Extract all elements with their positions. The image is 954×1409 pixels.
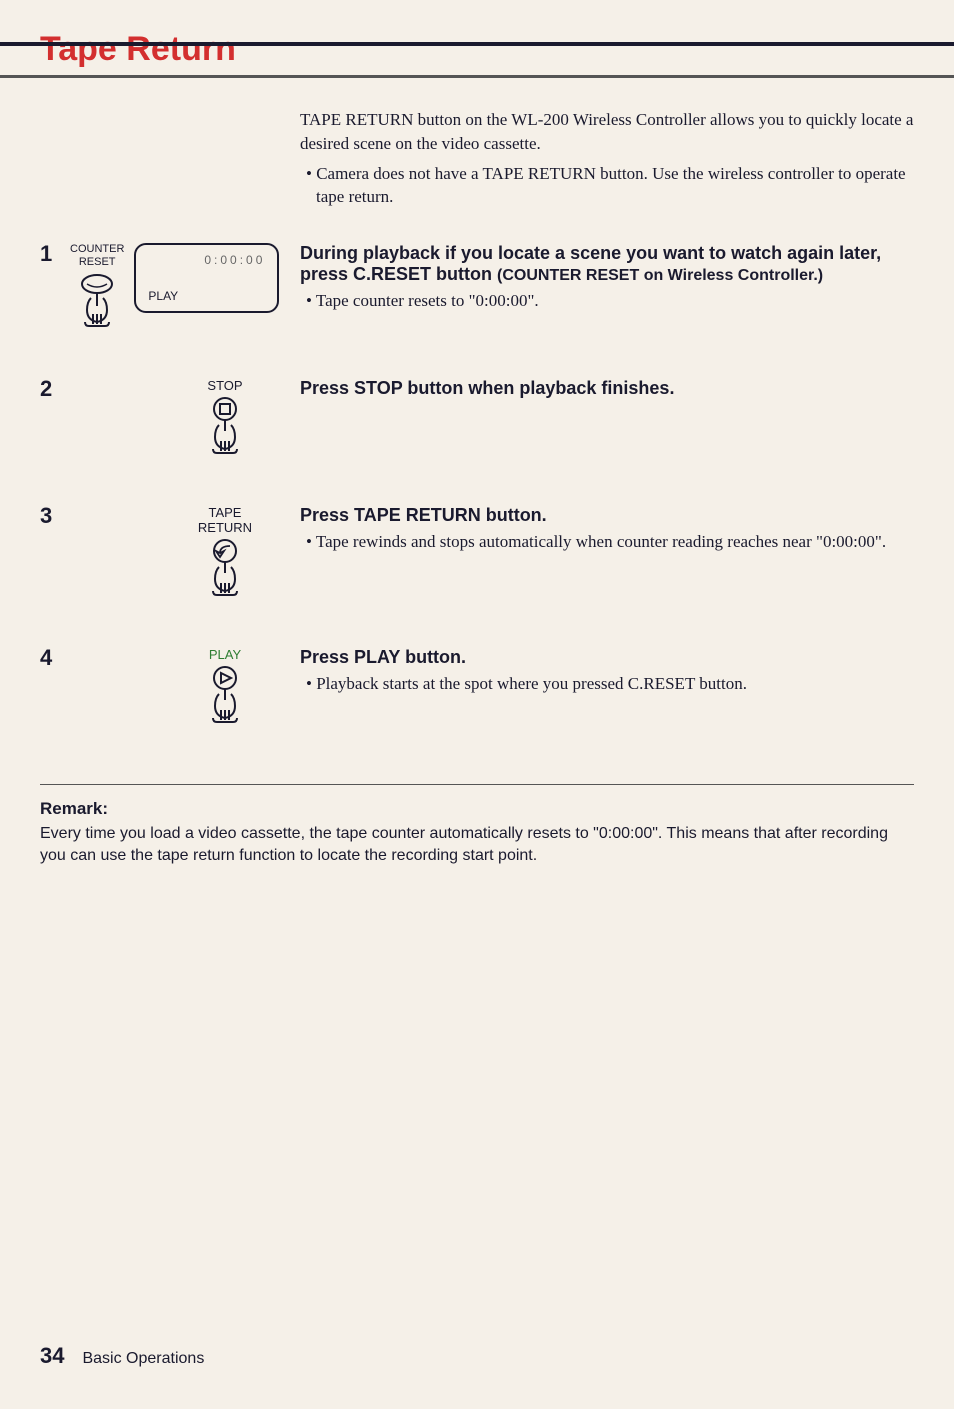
stop-label: STOP: [207, 378, 242, 393]
stop-icon: [203, 397, 247, 455]
play-icon: [203, 666, 247, 724]
remark-text: Every time you load a video cassette, th…: [40, 823, 914, 868]
play-label: PLAY: [209, 647, 241, 662]
step-1: 1 COUNTER RESET 0:00:00 PLAY During play…: [40, 243, 914, 327]
step-1-icon-area: COUNTER RESET 0:00:00 PLAY: [70, 243, 300, 327]
step-4-heading: Press PLAY button.: [300, 647, 914, 668]
footer: 34 Basic Operations: [40, 1343, 204, 1369]
step-2-body: Press STOP button when playback finishes…: [300, 378, 914, 455]
remark-title: Remark:: [40, 799, 914, 819]
step-3-icon-area: TAPE RETURN: [70, 505, 300, 597]
counter-display: 0:00:00 PLAY: [134, 243, 279, 313]
step-number: 1: [40, 241, 70, 327]
display-play-label: PLAY: [148, 289, 178, 303]
step-1-body: During playback if you locate a scene yo…: [300, 243, 914, 327]
step-3-body: Press TAPE RETURN button. • Tape rewinds…: [300, 505, 914, 597]
step-number: 3: [40, 503, 70, 597]
step-1-heading: During playback if you locate a scene yo…: [300, 243, 914, 285]
step-4-bullet: • Playback starts at the spot where you …: [300, 672, 914, 696]
counter-value: 0:00:00: [144, 253, 269, 267]
intro-text: TAPE RETURN button on the WL-200 Wireles…: [300, 108, 914, 156]
counter-reset-button-group: COUNTER RESET: [70, 243, 124, 327]
step-3: 3 TAPE RETURN Press TAPE RETURN button. …: [40, 505, 914, 597]
step-3-heading: Press TAPE RETURN button.: [300, 505, 914, 526]
step-2-icon-area: STOP: [70, 378, 300, 455]
remark-rule: [40, 784, 914, 785]
section-name: Basic Operations: [82, 1350, 204, 1368]
step-4-body: Press PLAY button. • Playback starts at …: [300, 647, 914, 724]
step-2: 2 STOP Press STOP button when playback f…: [40, 378, 914, 455]
step-3-bullet: • Tape rewinds and stops automatically w…: [300, 530, 914, 554]
title-rule: [0, 75, 954, 78]
step-4-icon-area: PLAY: [70, 647, 300, 724]
top-rule: [0, 42, 954, 46]
step-4: 4 PLAY Press PLAY button. • Playback sta…: [40, 647, 914, 724]
tape-return-button-group: TAPE RETURN: [198, 505, 252, 597]
step-1-bullet: • Tape counter resets to "0:00:00".: [300, 289, 914, 313]
counter-reset-label: COUNTER RESET: [70, 243, 124, 269]
page-title: Tape Return: [40, 30, 914, 69]
tape-return-icon: [203, 539, 247, 597]
intro-bullet: • Camera does not have a TAPE RETURN but…: [300, 162, 914, 210]
counter-reset-icon: [75, 274, 119, 328]
tape-return-label: TAPE RETURN: [198, 505, 252, 535]
step-number: 4: [40, 645, 70, 724]
step-number: 2: [40, 376, 70, 455]
stop-button-group: STOP: [203, 378, 247, 455]
step-2-heading: Press STOP button when playback finishes…: [300, 378, 914, 399]
page-number: 34: [40, 1343, 64, 1369]
step-1-head-note: (COUNTER RESET on Wireless Controller.): [497, 267, 823, 284]
play-button-group: PLAY: [203, 647, 247, 724]
